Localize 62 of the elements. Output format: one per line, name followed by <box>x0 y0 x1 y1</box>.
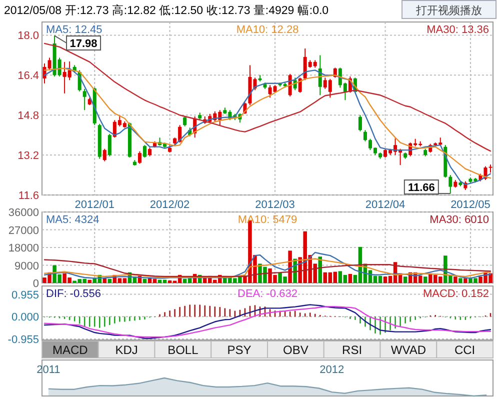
text: DIF: -0.556 <box>46 288 102 300</box>
y-tick-label: 18.0 <box>18 30 39 42</box>
y-tick-label: 16.4 <box>18 70 39 82</box>
y-tick-label: 18000 <box>8 242 39 254</box>
text: MA5: 4324 <box>46 214 100 226</box>
annotation: 17.98 <box>70 38 98 50</box>
series-label: MACD: 0.152 <box>422 288 489 300</box>
series-label: DEA: -0.632 <box>238 288 298 300</box>
candlestick <box>142 144 146 158</box>
bar <box>464 278 468 283</box>
x-tick-label: 2012/02 <box>150 199 190 211</box>
y-tick-label: 36000 <box>8 207 39 219</box>
chart-title: 2012/05/08 开:12.73 高:12.82 低:12.50 收:12.73 量:4929 幅:0.0 <box>4 3 329 17</box>
text: MA30: 6010 <box>430 214 489 226</box>
bar <box>458 278 462 283</box>
text: 打开视频播放 <box>415 4 482 17</box>
text: MA30: 13.36 <box>426 24 489 36</box>
text: CCI <box>454 343 476 357</box>
y-tick-label: 0.000 <box>11 312 39 324</box>
candlestick <box>298 77 302 94</box>
text: RSI <box>342 343 362 357</box>
x-tick-label: 2011 <box>36 364 60 376</box>
line-series <box>44 252 492 279</box>
x-tick-label: 2012/03 <box>255 199 295 211</box>
y-tick-label: 13.2 <box>18 150 39 162</box>
bar <box>454 276 458 283</box>
candlestick <box>82 88 86 111</box>
y-tick-label: 14.8 <box>18 110 39 122</box>
bar <box>403 276 408 283</box>
bar <box>108 278 112 283</box>
text: MA10: 5479 <box>238 214 298 226</box>
bar <box>348 274 352 283</box>
bar <box>142 278 147 283</box>
text: WVAD <box>390 343 426 357</box>
text: OBV <box>283 343 308 357</box>
bar <box>318 256 322 283</box>
x-tick-label: 2012/01 <box>74 199 114 211</box>
y-tick-label: 11.6 <box>18 190 39 202</box>
bar <box>88 280 92 283</box>
y-tick-label: 9000 <box>14 260 39 272</box>
text: MA5: 12.45 <box>46 24 102 36</box>
candlestick <box>358 114 362 132</box>
text: MA10: 12.28 <box>236 24 299 36</box>
bar <box>423 276 428 283</box>
text: KDJ <box>115 343 138 357</box>
x-tick-label: 2012/04 <box>365 199 406 211</box>
candlestick <box>448 174 452 194</box>
candlestick <box>183 116 187 127</box>
candlestick <box>102 148 106 162</box>
x-tick-label: 2012 <box>320 364 344 376</box>
candlestick <box>363 130 367 142</box>
y-tick-label: 0 <box>32 278 39 290</box>
annotation: 11.66 <box>408 182 435 194</box>
text: MACD <box>52 343 88 357</box>
y-tick-label: -0.955 <box>8 334 39 346</box>
candlestick <box>138 150 142 164</box>
text: PSY <box>227 343 252 357</box>
y-tick-label: 27000 <box>8 224 39 237</box>
text: BOLL <box>168 343 199 357</box>
x-tick-label: 2012/05 <box>450 199 490 211</box>
candlestick <box>108 133 112 157</box>
y-tick-label: 0.955 <box>11 289 39 302</box>
